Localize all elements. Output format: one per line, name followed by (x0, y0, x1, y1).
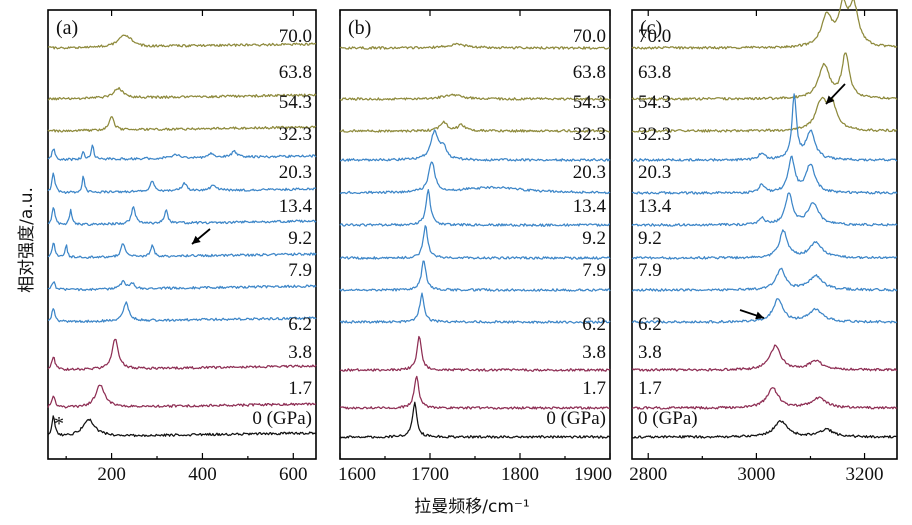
pressure-label: 70.0 (638, 26, 671, 47)
pressure-label: 1.7 (582, 378, 606, 399)
plot-frame (339, 9, 611, 460)
x-tick-label: 2800 (629, 464, 667, 485)
spectrum-54-3 (47, 115, 317, 133)
spectrum-54-3 (339, 120, 611, 133)
pressure-label: 13.4 (279, 196, 313, 217)
spectrum-63-8 (631, 52, 898, 101)
pressure-label: 54.3 (573, 92, 606, 113)
pressure-label: 32.3 (573, 124, 606, 145)
spectrum-3-8 (339, 335, 611, 372)
pressure-label: 3.8 (638, 342, 662, 363)
x-tick-label: 400 (188, 464, 217, 485)
spectrum-63-8 (47, 86, 317, 101)
spectrum-20-3 (631, 155, 898, 195)
pressure-label: 32.3 (638, 124, 671, 145)
spectrum-20-3 (339, 161, 611, 195)
spectrum-7-9 (631, 267, 898, 292)
spectrum-7-9 (339, 260, 611, 292)
x-axis-label: 拉曼频移/cm⁻¹ (414, 497, 529, 517)
pressure-label: 20.3 (279, 162, 312, 183)
spectrum-70-0 (631, 0, 898, 50)
pressure-label: 6.2 (288, 314, 312, 335)
x-tick-label: 1900 (574, 464, 612, 485)
pressure-label: 0 (GPa) (252, 408, 312, 429)
pressure-label: 6.2 (638, 314, 662, 335)
spectrum-7-9 (47, 279, 317, 292)
spectrum-6-2 (631, 298, 898, 324)
pressure-label: 3.8 (288, 342, 312, 363)
spectrum-0-gpa- (47, 415, 317, 438)
pressure-label: 7.9 (638, 260, 662, 281)
spectrum-1-7 (631, 387, 898, 410)
pressure-label: 54.3 (638, 92, 671, 113)
pressure-label: 9.2 (288, 228, 312, 249)
spectrum-1-7 (339, 375, 610, 410)
arrow-c1 (825, 83, 846, 105)
spectrum-20-3 (47, 172, 317, 195)
spectrum-54-3 (631, 96, 898, 133)
x-tick-label: 3200 (846, 464, 884, 485)
pressure-label: 9.2 (638, 228, 662, 249)
panel-label: (b) (348, 17, 371, 39)
spectrum-9-2 (631, 229, 898, 260)
spectrum-6-2 (339, 292, 611, 324)
x-tick-label: 1800 (501, 464, 539, 485)
spectrum-32-3 (339, 129, 611, 162)
panel-2: 1600 1700 1800 1900 (b) 70.0 63.8 54.3 32.3 20.3 1… (338, 9, 612, 485)
x-tick-label: 1700 (411, 464, 449, 485)
plot-frame (631, 9, 898, 460)
pressure-label: 0 (GPa) (638, 408, 698, 429)
spectrum-70-0 (339, 42, 611, 50)
spectrum-32-3 (47, 144, 317, 162)
pressure-label: 70.0 (279, 26, 312, 47)
pressure-label: 32.3 (279, 124, 312, 145)
x-tick-label: 3000 (737, 464, 775, 485)
spectrum-9-2 (339, 225, 611, 260)
pressure-label: 9.2 (582, 228, 606, 249)
panel-label: (a) (56, 17, 78, 39)
pressure-label: 13.4 (573, 196, 607, 217)
pressure-label: 63.8 (279, 62, 312, 83)
pressure-label: 63.8 (638, 62, 671, 83)
pressure-label: 0 (GPa) (546, 408, 606, 429)
pressure-label: 6.2 (582, 314, 606, 335)
spectrum-0-gpa- (632, 419, 898, 439)
spectrum-9-2 (47, 242, 317, 260)
pressure-label: 1.7 (638, 378, 662, 399)
pressure-label: 7.9 (288, 260, 312, 281)
pressure-label: 3.8 (582, 342, 606, 363)
x-tick-label: 200 (97, 464, 126, 485)
spectrum-13-4 (339, 188, 610, 227)
spectrum-70-0 (47, 34, 317, 50)
pressure-label: 70.0 (573, 26, 606, 47)
panel-label: (c) (640, 17, 662, 39)
plot-frame (47, 9, 317, 460)
pressure-label: 7.9 (582, 260, 606, 281)
spectrum-63-8 (339, 93, 611, 101)
arrow-c2 (739, 309, 765, 320)
spectrum-6-2 (47, 301, 317, 323)
spectrum-13-4 (631, 192, 898, 227)
spectrum-3-8 (47, 338, 317, 371)
pressure-label: 63.8 (573, 62, 606, 83)
arrow-a (191, 228, 211, 245)
y-axis-label: 相对强度/a.u. (17, 187, 37, 293)
spectrum-13-4 (47, 206, 317, 227)
asterisk-marker: * (54, 413, 64, 435)
pressure-label: 13.4 (638, 196, 672, 217)
pressure-label: 54.3 (279, 92, 312, 113)
x-tick-label: 600 (279, 464, 308, 485)
pressure-label: 20.3 (573, 162, 606, 183)
pressure-label: 1.7 (288, 378, 312, 399)
spectrum-0-gpa- (339, 401, 611, 439)
x-tick-label: 1600 (338, 464, 376, 485)
pressure-label: 20.3 (638, 162, 671, 183)
panel-1: 200 400 600 (a) 70.0 63.8 54.3 32.3 20.3 13.4 9.2 7… (47, 9, 317, 485)
spectrum-32-3 (631, 93, 898, 162)
spectrum-3-8 (631, 344, 897, 372)
spectrum-1-7 (47, 384, 317, 409)
panel-3: 2800 3000 3200 (c)70.0 63.8 54.3 32.3 20.3 13.4 9… (629, 0, 898, 485)
